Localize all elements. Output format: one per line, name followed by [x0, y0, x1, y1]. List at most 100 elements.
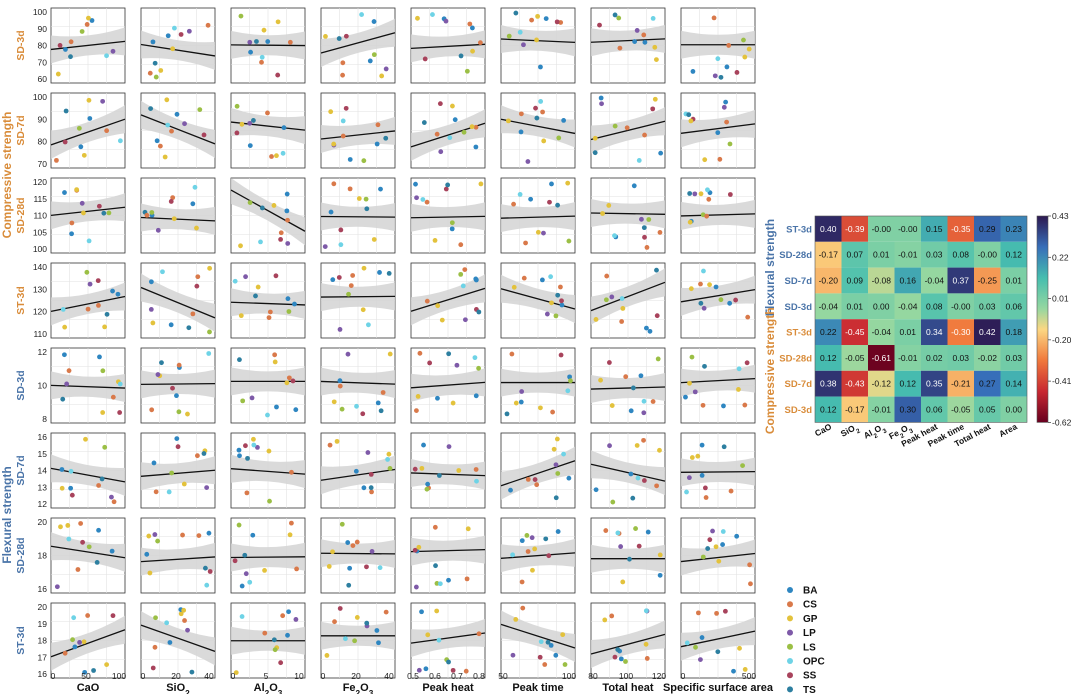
data-point — [702, 485, 708, 491]
data-point — [71, 615, 77, 621]
data-point — [541, 138, 547, 144]
data-point — [473, 144, 479, 150]
data-point — [712, 73, 718, 79]
heatmap-cell — [1000, 396, 1027, 423]
heatmap-cell — [841, 370, 868, 397]
x-tick-label: 0.5 — [407, 671, 419, 681]
heatmap-cell — [868, 319, 895, 345]
heatmap-cell — [841, 241, 868, 268]
confidence-band — [231, 178, 305, 246]
fit-line — [680, 471, 756, 473]
data-point — [332, 619, 337, 625]
data-point — [365, 322, 371, 328]
scatter-panel — [140, 432, 216, 509]
data-point — [449, 220, 455, 226]
data-point — [737, 645, 742, 651]
scatter-panel — [230, 7, 306, 84]
legend-item: LS — [787, 642, 816, 653]
data-point — [258, 239, 263, 245]
legend-label: GP — [803, 614, 818, 625]
data-point — [66, 536, 72, 542]
heatmap-row-label: SD-28d — [779, 353, 812, 364]
colorbar — [1036, 215, 1049, 423]
data-point — [185, 627, 190, 633]
heatmap-cell — [1000, 267, 1027, 294]
data-point — [168, 322, 174, 328]
data-point — [727, 192, 733, 197]
data-point — [458, 271, 464, 277]
data-point — [445, 182, 451, 188]
y-tick-label: 100 — [33, 244, 47, 254]
data-point — [689, 354, 695, 360]
data-point — [592, 150, 598, 156]
data-point — [450, 667, 456, 673]
data-point — [508, 487, 513, 493]
data-point — [151, 460, 157, 466]
data-point — [178, 611, 184, 617]
fit-line — [680, 289, 756, 303]
data-point — [247, 120, 253, 126]
data-point — [170, 46, 176, 52]
data-point — [359, 12, 364, 17]
scatter-panel — [410, 517, 486, 594]
data-point — [265, 110, 270, 116]
scatter-panel — [500, 347, 576, 424]
heatmap-row-label: SD-28d — [779, 250, 812, 261]
data-point — [740, 463, 745, 469]
data-point — [76, 125, 82, 131]
data-point — [698, 281, 703, 287]
legend-marker — [787, 672, 793, 679]
data-point — [164, 620, 170, 626]
data-point — [343, 105, 349, 111]
label-part: 2 — [265, 689, 270, 694]
data-point — [555, 471, 561, 476]
data-point — [543, 16, 549, 22]
data-point — [347, 157, 353, 162]
data-point — [703, 495, 709, 500]
data-point — [59, 467, 65, 472]
y-tick-label: 70 — [38, 57, 48, 67]
data-point — [360, 411, 366, 417]
data-point — [562, 662, 568, 667]
data-point — [704, 213, 710, 219]
fit-line — [590, 386, 666, 390]
fit-line — [320, 215, 396, 218]
fit-line — [500, 118, 576, 135]
y-tick-label: 18 — [38, 551, 48, 561]
data-point — [464, 68, 470, 74]
data-point — [150, 320, 156, 326]
scatter-panel — [320, 92, 396, 169]
data-point — [364, 564, 369, 570]
data-point — [267, 309, 273, 315]
data-point — [618, 544, 624, 549]
data-point — [416, 544, 422, 550]
heatmap-row-label: SD-7d — [785, 276, 813, 287]
data-point — [340, 133, 346, 139]
data-point — [439, 317, 445, 323]
data-point — [561, 117, 567, 123]
heatmap-cell — [841, 216, 868, 242]
heatmap-value: 0.34 — [926, 327, 943, 337]
legend-label: LS — [803, 642, 816, 653]
heatmap-value: 0.12 — [820, 405, 837, 415]
heatmap-cell — [974, 241, 1001, 268]
heatmap-cell — [974, 267, 1001, 294]
data-point — [278, 660, 284, 666]
heatmap-value: -0.05 — [951, 405, 971, 415]
data-point — [715, 130, 721, 136]
heatmap-cell — [815, 396, 842, 423]
y-tick-label: 17 — [38, 652, 48, 662]
heatmap-value: 0.12 — [820, 353, 837, 363]
data-point — [383, 609, 389, 615]
data-point — [368, 471, 374, 477]
label-part: 2 — [872, 432, 879, 440]
data-point — [465, 526, 471, 532]
scatter-panel — [410, 7, 486, 84]
scatter-panel — [500, 517, 576, 594]
heatmap-cell — [921, 241, 948, 268]
data-point — [693, 644, 698, 650]
label-part: O — [873, 423, 884, 435]
y-tick-label: 8 — [42, 414, 47, 424]
data-point — [612, 12, 618, 18]
data-point — [86, 544, 92, 550]
